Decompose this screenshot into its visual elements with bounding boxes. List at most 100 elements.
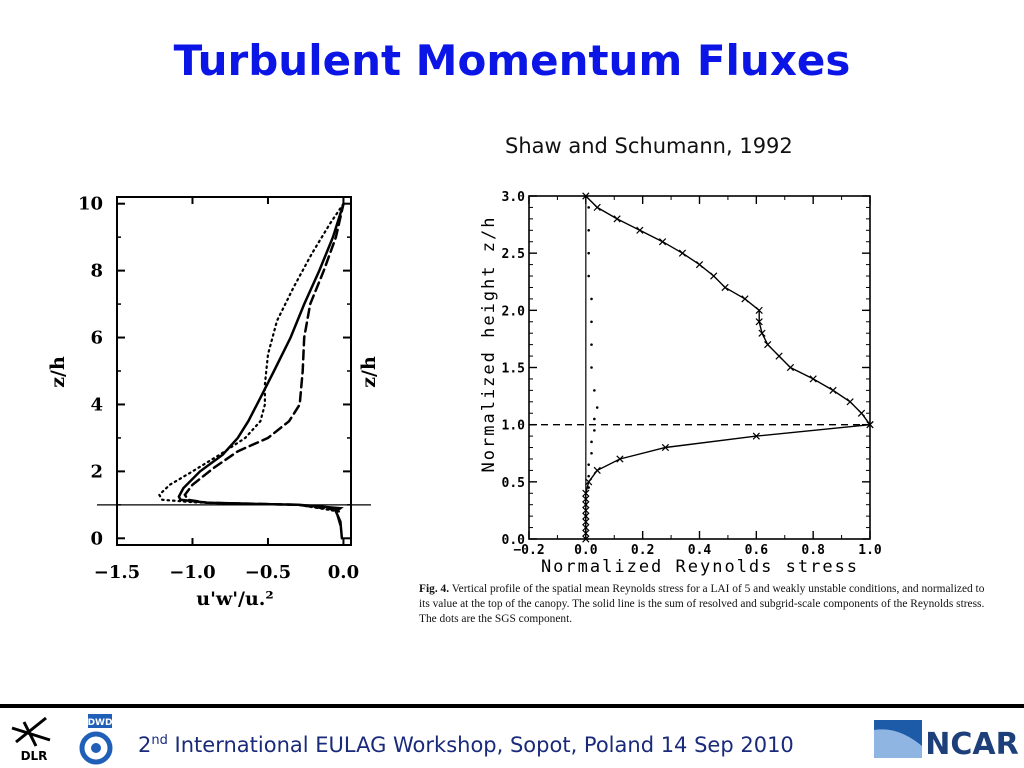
left-series-solid	[177, 202, 345, 540]
right-x-marker	[582, 506, 590, 515]
right-x-marker	[582, 518, 590, 526]
footer-rule	[0, 704, 1024, 708]
right-sgs-dot	[587, 274, 590, 278]
right-x-marker	[710, 272, 718, 280]
right-x-marker	[809, 375, 817, 383]
right-x-marker	[582, 489, 590, 497]
right-x-marker	[636, 226, 644, 234]
dlr-logo-text: DLR	[21, 749, 48, 763]
chart-left-ylabel: z/h	[47, 356, 69, 388]
left-xtick-label: −1.0	[169, 562, 215, 583]
right-sgs-dot	[587, 229, 590, 232]
chart-right-frame	[528, 195, 871, 540]
right-x-marker	[616, 455, 624, 463]
right-sgs-dot	[595, 406, 599, 409]
right-xtick-label: 0.2	[631, 543, 654, 558]
right-x-marker	[661, 443, 670, 452]
left-ytick-label: 0	[90, 528, 103, 549]
right-x-marker	[582, 192, 590, 200]
right-x-marker	[857, 409, 866, 417]
right-x-marker	[846, 398, 854, 406]
chart-right-ylabel: Normalized height z/h	[479, 216, 499, 473]
caption-text: Vertical profile of the spatial mean Rey…	[419, 583, 985, 625]
footer-event: International EULAG Workshop, Sopot, Pol…	[167, 733, 794, 757]
left-series-dashed	[183, 202, 345, 527]
right-x-marker	[695, 260, 704, 269]
right-ytick-label: 3.0	[502, 190, 526, 205]
chart-left-frame	[116, 196, 352, 546]
left-xtick-label: −0.5	[245, 562, 291, 583]
right-x-marker	[721, 283, 729, 292]
left-ytick-label: 4	[90, 394, 103, 415]
right-sgs-dot	[587, 206, 590, 209]
chart-right-xlabel: Normalized Reynolds stress	[541, 557, 859, 577]
right-x-marker	[755, 318, 763, 326]
chart-left-ticks: −1.5 −1.0 −0.5 0.0 0 2 4 6 8 10	[78, 194, 359, 583]
ncar-logo: NCAR	[874, 720, 1019, 762]
left-xtick-label: 0.0	[328, 562, 359, 583]
chart-right-series	[529, 192, 874, 543]
right-sgs-dot	[590, 451, 593, 455]
right-ytick-label: 0.5	[502, 476, 525, 491]
right-sgs-dot	[593, 389, 596, 392]
dwd-logo-text: DWD	[88, 718, 113, 728]
right-x-marker	[585, 478, 593, 486]
right-x-marker	[582, 495, 590, 503]
right-sgs-dot	[587, 463, 590, 466]
right-sgs-dot	[584, 503, 588, 507]
right-ytick-label: 1.5	[502, 362, 525, 377]
right-sgs-dot	[590, 320, 593, 324]
chart-left-series	[97, 202, 371, 540]
dwd-logo: DWD	[79, 714, 113, 765]
right-xtick-label: 0.0	[574, 543, 598, 558]
chart-left-flux-profile: −1.5 −1.0 −0.5 0.0 0 2 4 6 8 10 u'w'/u.² z/h z/h	[47, 194, 380, 610]
right-x-marker	[829, 386, 837, 394]
right-x-marker	[786, 363, 795, 372]
right-x-marker	[678, 249, 687, 257]
right-x-marker	[758, 329, 766, 337]
right-x-marker	[582, 529, 590, 537]
citation: Shaw and Schumann, 1992	[505, 134, 793, 158]
right-xtick-label: 1.0	[858, 543, 882, 558]
left-ytick-label: 10	[78, 194, 103, 215]
right-xtick-label: −0.2	[513, 543, 544, 558]
right-sgs-dot	[593, 429, 596, 432]
right-sgs-dot	[590, 343, 593, 346]
right-sgs-dot	[587, 474, 590, 478]
right-x-marker	[741, 295, 749, 303]
footer-text: 2nd International EULAG Workshop, Sopot,…	[138, 733, 794, 757]
right-x-marker	[593, 466, 601, 475]
footer-ordinal: 2	[138, 733, 152, 757]
left-ytick-label: 2	[90, 461, 103, 482]
right-sgs-dot	[587, 251, 590, 255]
right-ytick-label: 0.0	[502, 533, 526, 548]
right-ytick-label: 2.5	[502, 247, 525, 262]
left-ytick-label: 6	[90, 328, 103, 349]
left-xtick-label: −1.5	[94, 562, 140, 583]
footer-ordinal-suffix: nd	[151, 733, 168, 748]
chart-left-xlabel: u'w'/u.²	[196, 588, 274, 610]
right-sgs-dot	[590, 440, 593, 444]
right-x-marker	[593, 203, 601, 212]
right-x-marker	[582, 535, 590, 543]
right-sgs-dot	[593, 417, 596, 421]
right-x-marker	[755, 306, 763, 314]
right-sgs-dot	[590, 366, 593, 369]
right-series-solid-x-below-canopy	[585, 424, 871, 539]
right-series-solid-x-above-canopy	[585, 195, 871, 426]
ncar-logo-text: NCAR	[925, 727, 1018, 762]
right-sgs-dot	[587, 486, 590, 489]
left-series-dotted	[157, 202, 345, 513]
slide-title: Turbulent Momentum Fluxes	[173, 36, 851, 85]
chart-right-ticks: −0.2 0.0 0.2 0.4 0.6 0.8 1.00.00.51.01.52.02.5…	[502, 190, 882, 558]
figure-caption: Fig. 4. Vertical profile of the spatial …	[419, 582, 991, 627]
right-sgs-dot	[584, 526, 588, 529]
right-x-marker	[764, 341, 772, 349]
right-xtick-label: 0.6	[745, 543, 769, 558]
right-xtick-label: 0.8	[801, 543, 825, 558]
right-xtick-label: 0.4	[688, 543, 712, 558]
right-sgs-dot	[590, 297, 593, 301]
right-sgs-dot	[584, 514, 588, 518]
right-x-marker	[658, 238, 667, 246]
